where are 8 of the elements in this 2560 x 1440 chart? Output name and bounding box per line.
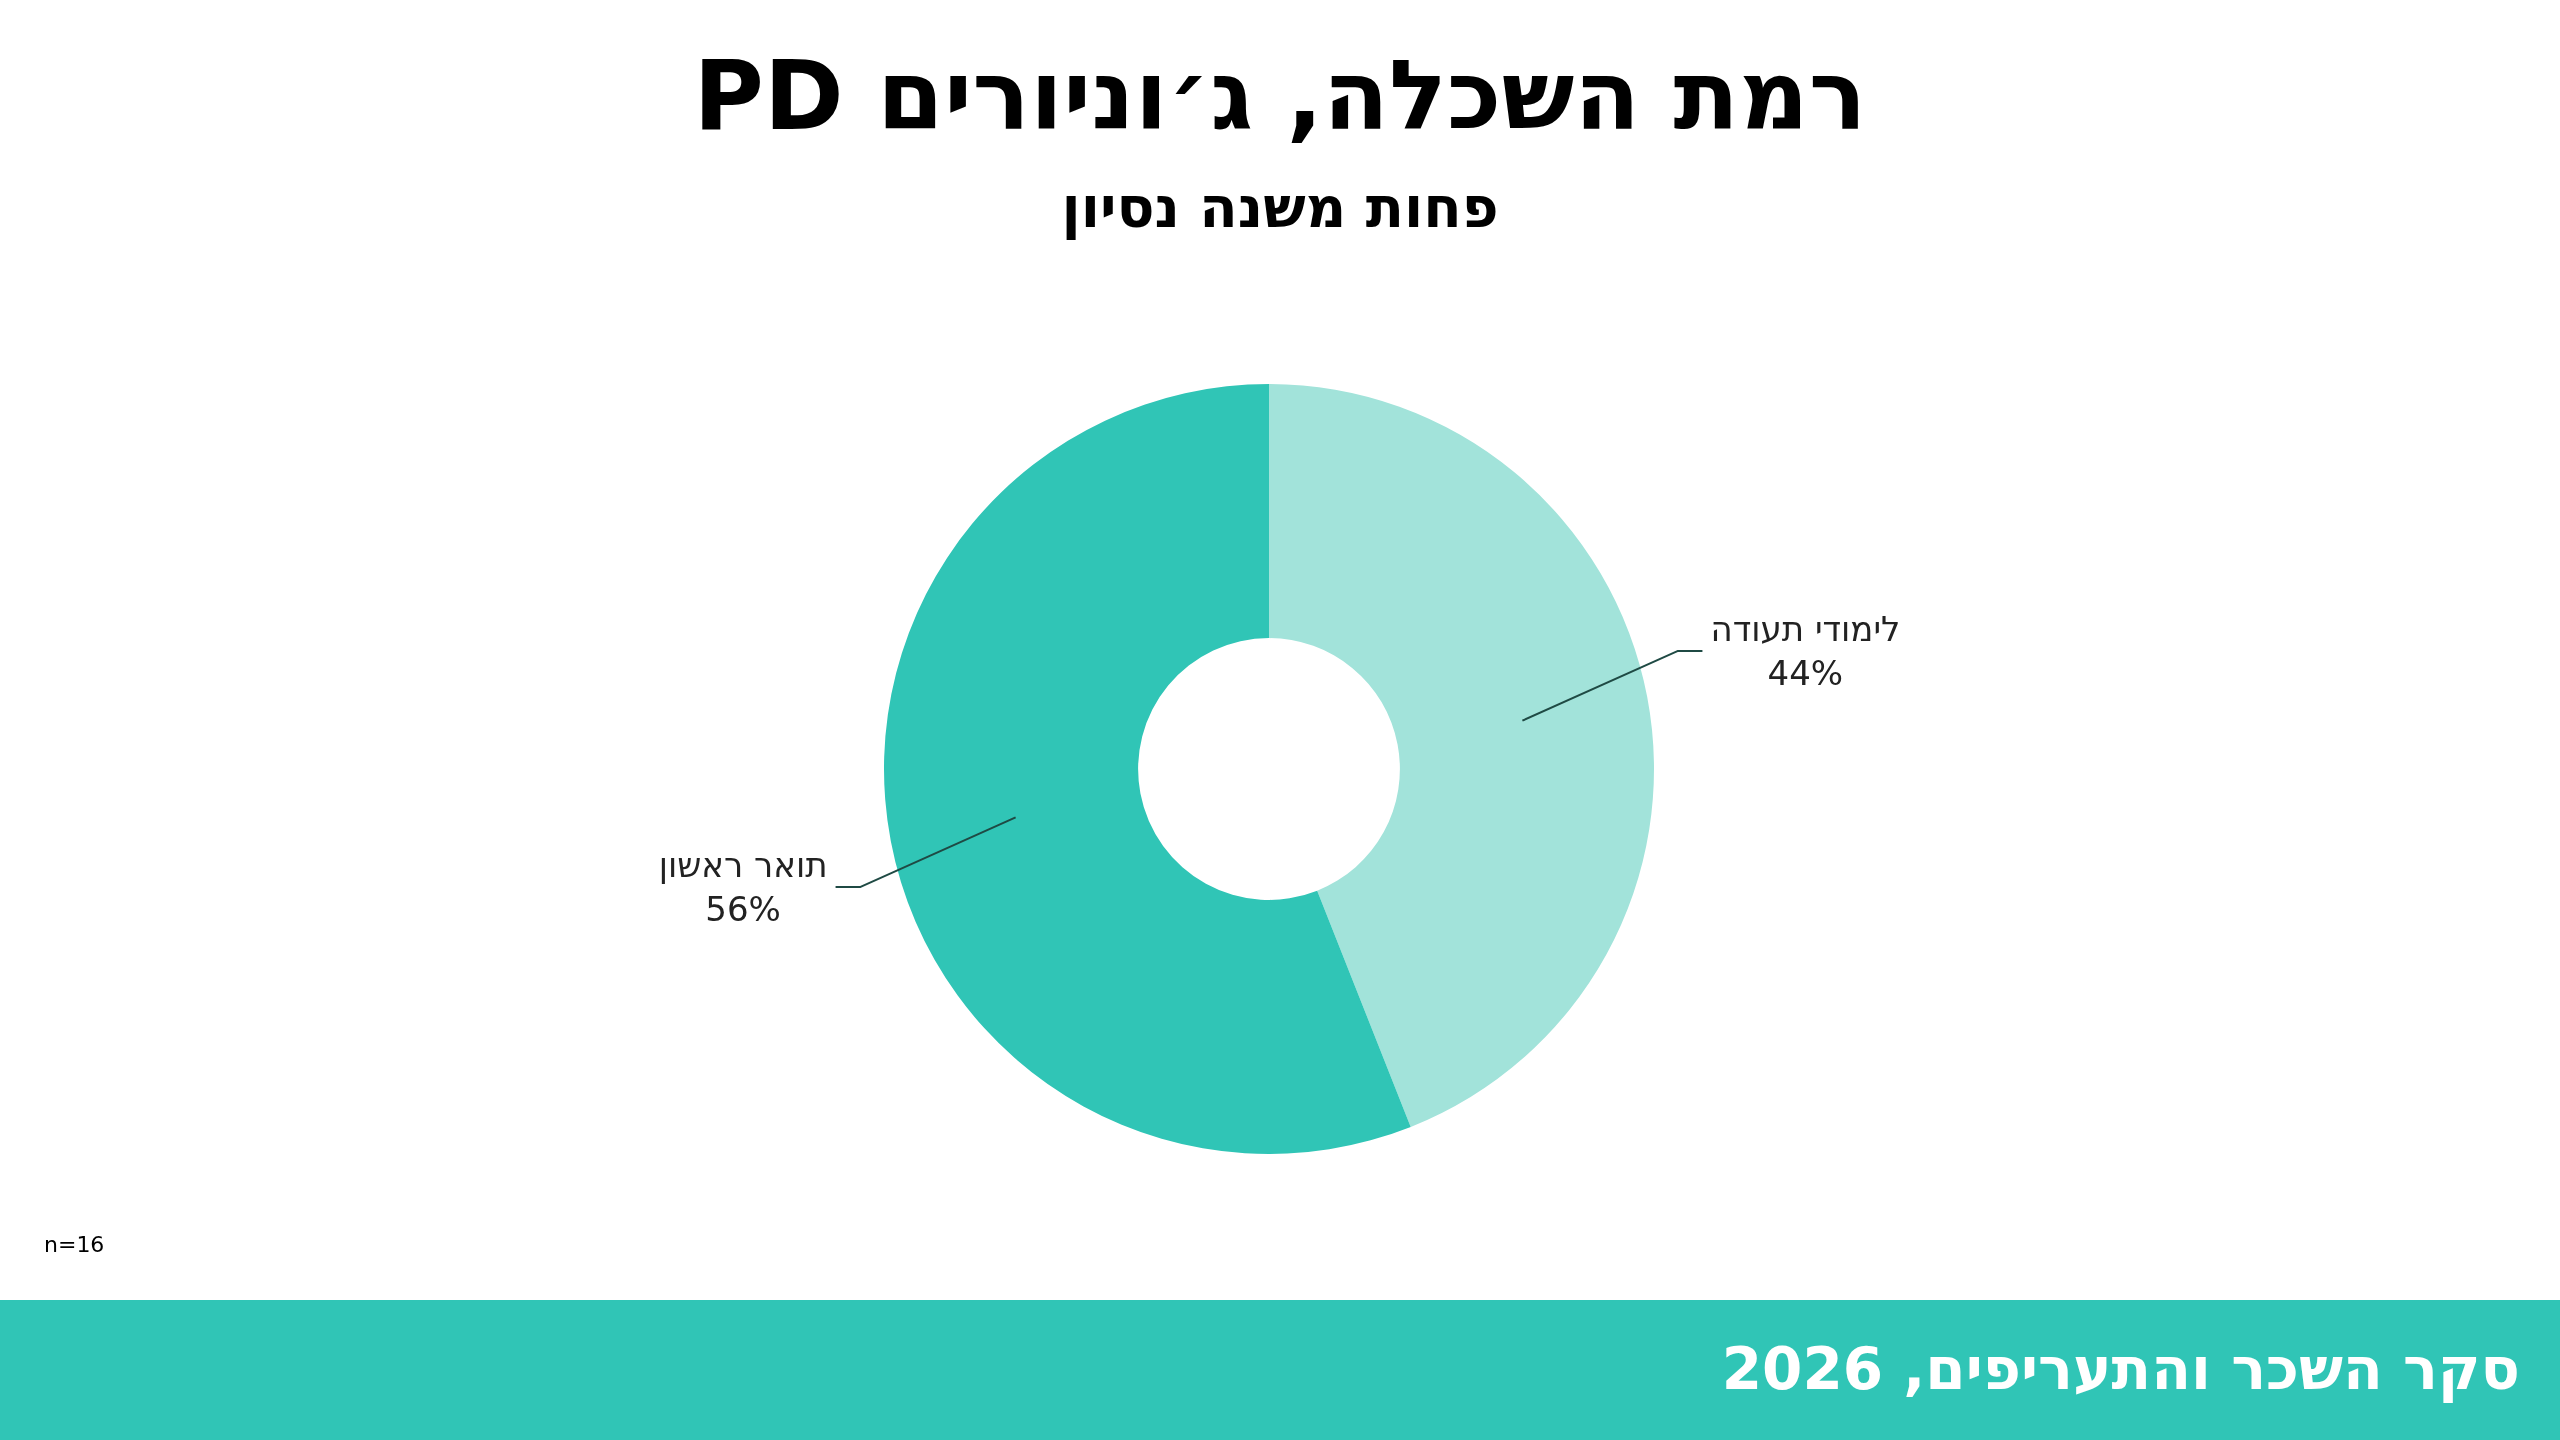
slice-label: לימודי תעודה — [1710, 608, 1901, 652]
chart-subtitle: פחות משנה נסיון — [1060, 175, 1500, 240]
text: סקר השכר והתעריפים, 2026 — [1721, 1335, 2520, 1403]
slice-label: תואר ראשון — [658, 843, 828, 887]
text: n=16 — [44, 1232, 105, 1257]
chart-title: רמת השכלה, ג׳וניורים PD — [692, 40, 1868, 152]
data-label: 44% — [1766, 652, 1845, 696]
data-label: 56% — [704, 887, 782, 931]
